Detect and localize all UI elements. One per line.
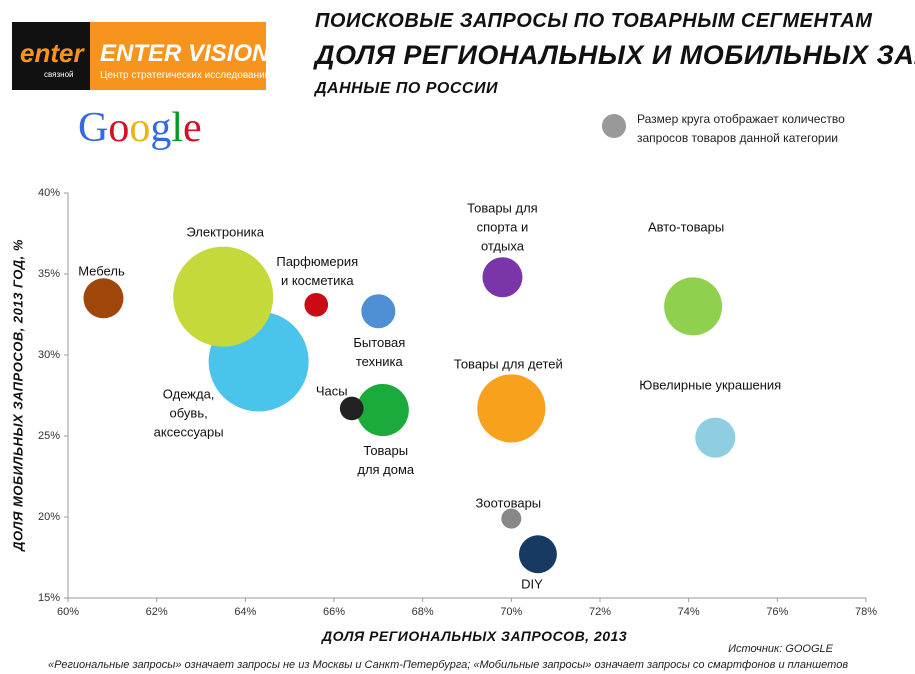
bubble-label: Часы (315, 383, 348, 399)
y-tick-label: 30% (38, 349, 60, 361)
source: Источник: GOOGLE (728, 643, 833, 655)
x-tick-label: 60% (57, 606, 79, 618)
y-tick-label: 40% (38, 187, 60, 199)
chart-subtitle2: ДАННЫЕ ПО РОССИИ (315, 80, 498, 97)
bubble (695, 417, 736, 458)
y-tick-label: 25% (38, 430, 60, 442)
y-tick-label: 20% (38, 511, 60, 523)
bubble (501, 508, 522, 529)
bubble (304, 292, 329, 317)
google-logo: Google (78, 105, 202, 151)
bubble (339, 396, 364, 421)
logo-tagline: Центр стратегических исследований (100, 70, 271, 81)
x-axis-label: ДОЛЯ РЕГИОНАЛЬНЫХ ЗАПРОСОВ, 2013 (322, 628, 628, 644)
bubble-label: Бытовая техника (353, 335, 406, 370)
bubble-label: Электроника (186, 224, 264, 240)
x-tick-label: 74% (678, 606, 700, 618)
x-tick-label: 64% (234, 606, 256, 618)
chart-title: ПОИСКОВЫЕ ЗАПРОСЫ ПО ТОВАРНЫМ СЕГМЕНТАМ (315, 10, 873, 32)
logo-sub: связной (44, 70, 74, 79)
bubble-label: Мебель (78, 263, 125, 279)
x-tick-label: 78% (855, 606, 877, 618)
x-tick-label: 70% (500, 606, 522, 618)
x-tick-label: 66% (323, 606, 345, 618)
bubble (83, 278, 124, 319)
logo-brand: enter (20, 38, 84, 68)
bubble-label: Ювелирные украшения (639, 377, 782, 393)
logo-box (12, 22, 90, 90)
y-tick-label: 35% (38, 268, 60, 280)
bubble-label: Парфюмерия и косметика (276, 253, 359, 288)
x-tick-label: 68% (412, 606, 434, 618)
logo-box (90, 22, 266, 90)
x-tick-label: 62% (146, 606, 168, 618)
bubble (664, 277, 723, 336)
size-note: Размер круга отображает количество запро… (637, 112, 845, 145)
bubble-label: Товары для спорта и отдыха (467, 200, 538, 254)
bubble-label: Зоотовары (475, 495, 542, 511)
bubble (482, 257, 523, 298)
x-tick-label: 72% (589, 606, 611, 618)
size-legend-icon (602, 114, 626, 138)
bubble-label: Товары для детей (453, 356, 563, 372)
bubble-label: Товары для дома (357, 443, 415, 478)
bubble (477, 374, 546, 443)
bubble (518, 535, 557, 574)
footnote: «Региональные запросы» означает запросы … (48, 659, 849, 671)
bubble-label: Одежда, обувь, аксессуары (153, 386, 224, 440)
bubble (361, 294, 396, 329)
bubble (356, 384, 409, 437)
bubble-label: Авто-товары (647, 219, 725, 235)
chart-subtitle: ДОЛЯ РЕГИОНАЛЬНЫХ И МОБИЛЬНЫХ ЗАПРОСОВ (315, 40, 915, 70)
x-tick-label: 76% (766, 606, 788, 618)
bubble-label: DIY (521, 576, 543, 592)
logo-name: ENTER VISION (100, 40, 270, 67)
bubble (173, 246, 274, 347)
y-tick-label: 15% (38, 592, 60, 604)
